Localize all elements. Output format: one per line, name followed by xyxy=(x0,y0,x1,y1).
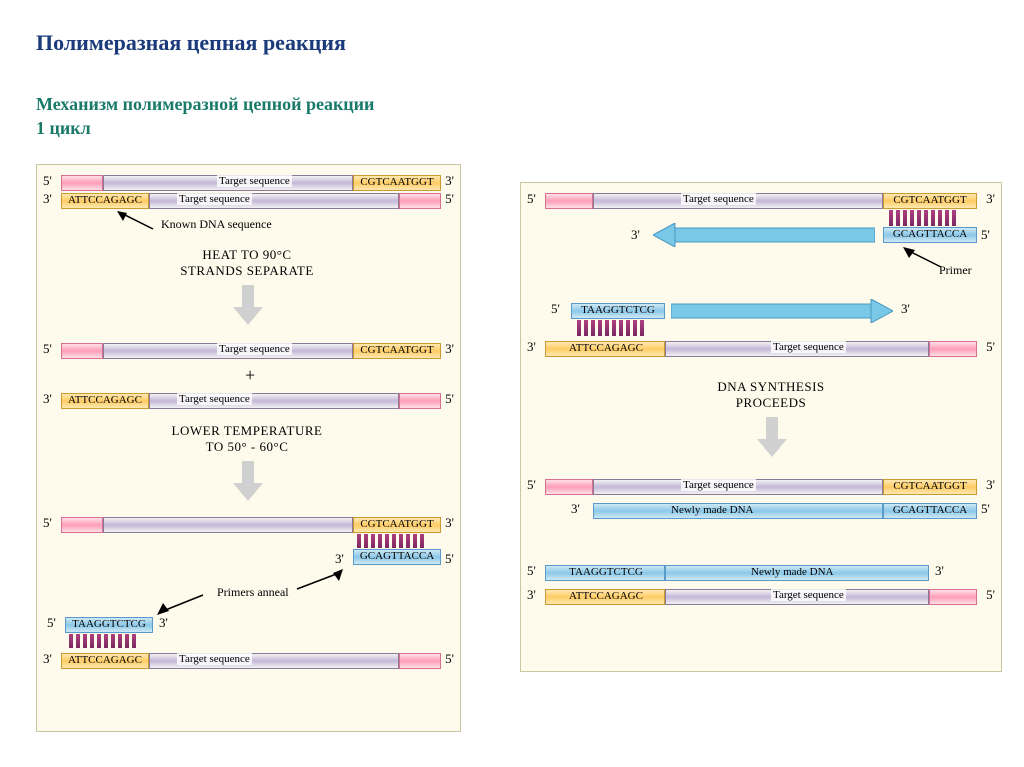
end-3p: 3' xyxy=(571,501,580,517)
end-5p: 5' xyxy=(981,501,990,517)
teeth xyxy=(577,320,644,336)
seq-top: CGTCAATGGT xyxy=(357,344,437,356)
target-label: Target sequence xyxy=(681,479,756,491)
strand-grad xyxy=(103,517,353,533)
seq-bot: ATTCCAGAGC xyxy=(561,342,651,354)
teeth xyxy=(357,534,424,548)
target-label: Target sequence xyxy=(177,653,252,665)
primer-seq-top: GCAGTTACCA xyxy=(887,228,973,240)
end-5p: 5' xyxy=(527,563,536,579)
strand-pink xyxy=(61,517,103,533)
seq-bot: ATTCCAGAGC xyxy=(65,654,145,666)
end-3p: 3' xyxy=(445,173,454,189)
target-label: Target sequence xyxy=(771,341,846,353)
seq-bot: ATTCCAGAGC xyxy=(561,590,651,602)
end-3p: 3' xyxy=(445,341,454,357)
end-5p: 5' xyxy=(445,551,454,567)
strand-pink xyxy=(545,479,593,495)
end-3p: 3' xyxy=(43,651,52,667)
end-5p: 5' xyxy=(445,191,454,207)
end-5p: 5' xyxy=(527,191,536,207)
strand-pink xyxy=(61,343,103,359)
seq-top: CGTCAATGGT xyxy=(887,480,973,492)
strand-pink xyxy=(399,393,441,409)
seq-top: CGTCAATGGT xyxy=(887,194,973,206)
pointer-arrow xyxy=(295,569,345,591)
step-lower: LOWER TEMPERATURE TO 50° - 60°C xyxy=(157,423,337,455)
target-label: Target sequence xyxy=(217,175,292,187)
end-3p: 3' xyxy=(631,227,640,243)
end-5p: 5' xyxy=(986,339,995,355)
seq-top: CGTCAATGGT xyxy=(357,518,437,530)
primer-seq-bot: TAAGGTCTCG xyxy=(575,304,661,316)
strand-pink xyxy=(929,341,977,357)
right-panel: 5' 3' Target sequence CGTCAATGGT 3' GCAG… xyxy=(520,182,1002,672)
arrow-right-blue xyxy=(671,299,893,323)
end-3p: 3' xyxy=(527,587,536,603)
target-label: Target sequence xyxy=(771,589,846,601)
end-3p: 3' xyxy=(335,551,344,567)
strand-pink xyxy=(61,175,103,191)
end-5p: 5' xyxy=(527,477,536,493)
end-3p: 3' xyxy=(43,391,52,407)
primer-seq-bot: TAAGGTCTCG xyxy=(69,618,149,630)
seq-bot: ATTCCAGAGC xyxy=(65,194,145,206)
known-dna-label: Known DNA sequence xyxy=(161,217,272,232)
primer-seq-top: GCAGTTACCA xyxy=(887,504,973,516)
end-3p: 3' xyxy=(527,339,536,355)
end-5p: 5' xyxy=(47,615,56,631)
pointer-arrow xyxy=(115,211,155,231)
strand-pink xyxy=(399,653,441,669)
end-3p: 3' xyxy=(445,515,454,531)
target-label: Target sequence xyxy=(177,393,252,405)
end-5p: 5' xyxy=(43,341,52,357)
left-panel: 5' 3' Target sequence CGTCAATGGT 3' 5' A… xyxy=(36,164,461,732)
strand-pink xyxy=(545,193,593,209)
page-title: Полимеразная цепная реакция xyxy=(36,30,346,56)
end-5p: 5' xyxy=(43,173,52,189)
primer-seq-bot: TAAGGTCTCG xyxy=(561,566,651,578)
end-5p: 5' xyxy=(445,651,454,667)
primers-anneal-label: Primers anneal xyxy=(217,585,289,600)
strand-pink xyxy=(399,193,441,209)
end-5p: 5' xyxy=(43,515,52,531)
pointer-arrow xyxy=(155,593,205,615)
end-3p: 3' xyxy=(159,615,168,631)
plus-sign: + xyxy=(245,365,255,386)
subtitle-1: Механизм полимеразной цепной реакции xyxy=(36,94,374,115)
newly-made-label: Newly made DNA xyxy=(751,566,833,578)
teeth xyxy=(69,634,136,648)
arrow-down xyxy=(757,417,787,457)
end-5p: 5' xyxy=(986,587,995,603)
seq-top: CGTCAATGGT xyxy=(357,176,437,188)
step-synthesis: DNA SYNTHESIS PROCEEDS xyxy=(681,379,861,411)
end-5p: 5' xyxy=(445,391,454,407)
end-3p: 3' xyxy=(901,301,910,317)
target-label: Target sequence xyxy=(681,193,756,205)
strand-pink xyxy=(929,589,977,605)
end-3p: 3' xyxy=(43,191,52,207)
arrow-down xyxy=(233,461,263,501)
step-heat: HEAT TO 90°C STRANDS SEPARATE xyxy=(157,247,337,279)
seq-bot: ATTCCAGAGC xyxy=(65,394,145,406)
end-3p: 3' xyxy=(986,191,995,207)
arrow-down xyxy=(233,285,263,325)
end-3p: 3' xyxy=(935,563,944,579)
primer-label: Primer xyxy=(939,263,972,278)
end-5p: 5' xyxy=(551,301,560,317)
arrow-left-blue xyxy=(653,223,875,247)
end-5p: 5' xyxy=(981,227,990,243)
teeth xyxy=(889,210,956,226)
end-3p: 3' xyxy=(986,477,995,493)
newly-made-label: Newly made DNA xyxy=(671,504,753,516)
subtitle-2: 1 цикл xyxy=(36,118,91,139)
target-label: Target sequence xyxy=(217,343,292,355)
primer-seq-top: GCAGTTACCA xyxy=(357,550,437,562)
target-label: Target sequence xyxy=(177,193,252,205)
